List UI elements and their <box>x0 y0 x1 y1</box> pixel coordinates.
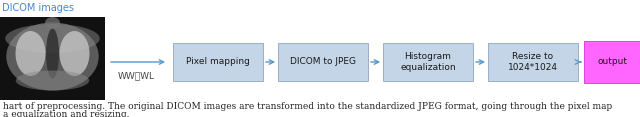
FancyBboxPatch shape <box>488 43 578 81</box>
Ellipse shape <box>5 24 100 53</box>
Text: hart of preprocessing. The original DICOM images are transformed into the standa: hart of preprocessing. The original DICO… <box>3 102 612 111</box>
Text: Histogram
equalization: Histogram equalization <box>400 52 456 72</box>
Ellipse shape <box>60 31 90 76</box>
Ellipse shape <box>6 22 99 91</box>
FancyBboxPatch shape <box>278 43 368 81</box>
FancyBboxPatch shape <box>383 43 473 81</box>
Text: WW、WL: WW、WL <box>118 71 155 80</box>
Text: Pixel mapping: Pixel mapping <box>186 57 250 66</box>
FancyBboxPatch shape <box>584 41 640 83</box>
Text: a equalization and resizing.: a equalization and resizing. <box>3 110 129 117</box>
Text: DICOM images: DICOM images <box>2 3 74 13</box>
Ellipse shape <box>45 17 60 29</box>
Ellipse shape <box>46 29 59 79</box>
Ellipse shape <box>16 71 89 91</box>
Text: DICOM to JPEG: DICOM to JPEG <box>290 57 356 66</box>
Text: output: output <box>597 57 627 66</box>
FancyBboxPatch shape <box>0 17 105 100</box>
FancyBboxPatch shape <box>173 43 263 81</box>
Ellipse shape <box>15 31 45 76</box>
Text: Resize to
1024*1024: Resize to 1024*1024 <box>508 52 558 72</box>
